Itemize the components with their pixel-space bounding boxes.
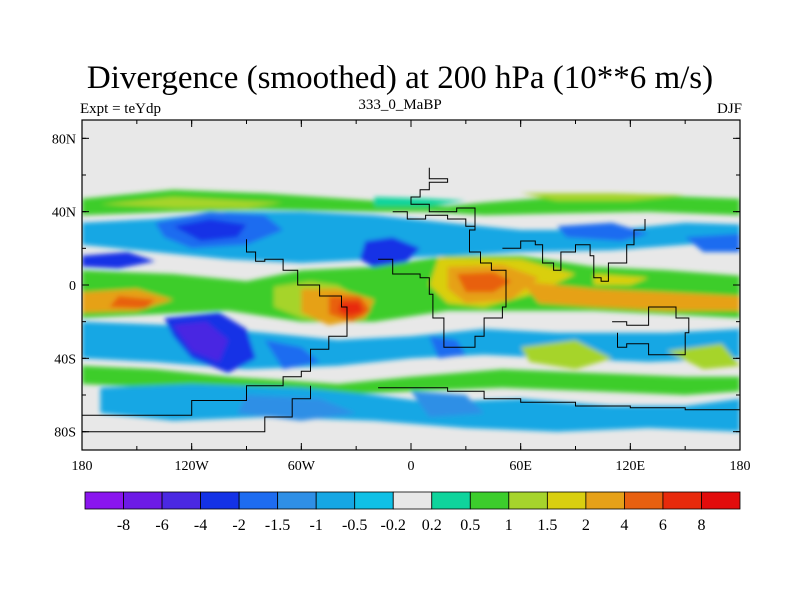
field-patch [109,296,156,309]
x-tick-label: 0 [408,459,415,474]
field-patch [82,189,740,216]
colorbar-label: -1 [310,517,323,534]
field-patch [337,301,364,317]
colorbar-label: 0.5 [460,517,480,534]
colorbar-swatch [238,491,279,510]
colorbar-label: -0.5 [342,517,367,534]
colorbar-swatch [200,491,240,510]
y-tick-label: 40N [52,206,76,221]
y-tick-label: 0 [69,279,76,294]
colorbar-swatch [354,491,394,510]
colorbar-label: -0.2 [381,517,406,534]
field-patch [456,272,512,293]
field-patch [359,237,421,271]
field-patch [82,252,156,269]
colorbar-label: 6 [659,517,667,534]
field-patch [173,219,247,241]
chart-title: Divergence (smoothed) at 200 hPa (10**6 … [86,60,714,96]
colorbar-swatch [161,491,201,510]
colorbar-swatch [392,491,433,510]
colorbar-label: -1.5 [265,517,290,534]
colorbar-swatch [277,491,317,510]
field-patch [520,281,740,311]
colorbar-label: 2 [582,517,590,534]
colorbar-label: 0.2 [422,517,442,534]
field-patch [173,321,229,362]
colorbar-swatch [546,491,587,510]
coastline-segment [378,167,507,348]
colorbar-swatch [123,491,163,510]
colorbar-swatch [508,491,548,510]
colorbar-swatch [469,491,510,510]
field-patch [100,197,284,208]
coastlines [82,167,740,433]
colorbar-label: 4 [620,517,628,534]
y-tick-label: 80S [54,426,76,441]
field-patch [264,340,320,370]
x-axis-labels: 180 120W 60W 0 60E 120E 180 [72,459,751,474]
x-tick-label: 180 [730,459,751,474]
colorbar-swatch [84,491,124,510]
y-tick-label: 40S [54,352,76,367]
colorbar-label: 8 [698,517,706,534]
field-patch [520,340,613,370]
colorbar-label: -6 [155,517,168,534]
coastline-segment [392,211,476,227]
colorbar-swatch [701,491,741,510]
axis-ticks [81,120,741,450]
colorbar-label: -8 [117,517,130,534]
x-tick-label: 120E [616,459,646,474]
season-label: DJF [716,101,742,117]
colorbar-labels: -8 -6 -4 -2 -1.5 -1 -0.5 -0.2 0.2 0.5 1 1.5 2 4 6 8 [117,517,706,534]
run-label: 333_0_MaBP [358,97,442,113]
experiment-label: Expt = teYdp [80,101,161,117]
coastline-segment [82,385,311,433]
x-tick-label: 180 [72,459,93,474]
colorbar-swatch [315,491,356,510]
field-patch [411,391,485,417]
colorbar-swatch [431,491,471,510]
field-patch [557,222,649,241]
colorbar [84,491,741,510]
colorbar-label: 1.5 [537,517,557,534]
colorbar-label: -4 [194,517,207,534]
colorbar-swatch [585,491,625,510]
field-patch [520,193,686,201]
field-patch [685,233,740,252]
coastline-segment [612,306,690,356]
y-axis-labels: 80N 40N 0 40S 80S [52,132,76,440]
coastline-segment [378,387,740,417]
x-tick-label: 60W [288,459,316,474]
colorbar-swatch [624,491,664,510]
field-patch [237,395,357,421]
colorbar-swatch [662,491,702,510]
colorbar-label: -2 [232,517,245,534]
coastline-segment [502,219,646,282]
colorbar-label: 1 [505,517,513,534]
field-patch [374,197,466,207]
field-patch [593,274,649,285]
coastline-segment [82,239,348,416]
x-tick-label: 120W [175,459,210,474]
y-tick-label: 80N [52,132,76,147]
x-tick-label: 60E [509,459,532,474]
